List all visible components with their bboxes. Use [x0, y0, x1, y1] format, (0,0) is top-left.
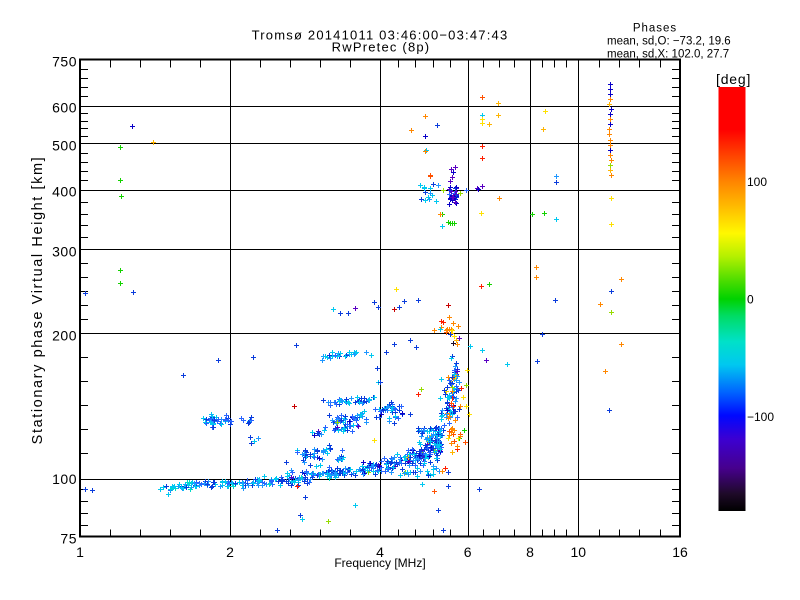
- svg-text:75: 75: [60, 531, 77, 547]
- svg-text:RwPretec (8p): RwPretec (8p): [332, 40, 431, 55]
- svg-text:10: 10: [571, 544, 587, 560]
- svg-text:6: 6: [464, 544, 472, 560]
- svg-text:Frequency [MHz]: Frequency [MHz]: [334, 556, 425, 570]
- svg-text:2: 2: [226, 544, 234, 560]
- svg-text:mean, sd,X: 102.0, 27.7: mean, sd,X: 102.0, 27.7: [607, 49, 729, 61]
- svg-text:400: 400: [52, 184, 77, 200]
- svg-text:750: 750: [52, 54, 77, 70]
- svg-text:8: 8: [526, 544, 534, 560]
- svg-text:mean, sd,O: −73.2, 19.6: mean, sd,O: −73.2, 19.6: [607, 36, 731, 48]
- svg-text:−100: −100: [747, 410, 774, 424]
- svg-text:100: 100: [747, 175, 767, 189]
- svg-text:600: 600: [52, 100, 77, 116]
- svg-text:Stationary phase Virtual Heigh: Stationary phase Virtual Height [km]: [30, 156, 46, 445]
- svg-text:0: 0: [747, 293, 754, 307]
- svg-text:16: 16: [672, 544, 688, 560]
- svg-text:100: 100: [52, 471, 77, 487]
- svg-text:200: 200: [52, 327, 77, 343]
- svg-text:[deg]: [deg]: [716, 71, 751, 87]
- svg-text:500: 500: [52, 138, 77, 154]
- svg-text:1: 1: [76, 544, 84, 560]
- svg-text:4: 4: [376, 544, 384, 560]
- svg-text:300: 300: [52, 243, 77, 259]
- svg-text:Tromsø 20141011 03:46:00−03:47: Tromsø 20141011 03:46:00−03:47:43: [252, 28, 509, 43]
- svg-text:Phases: Phases: [633, 23, 677, 35]
